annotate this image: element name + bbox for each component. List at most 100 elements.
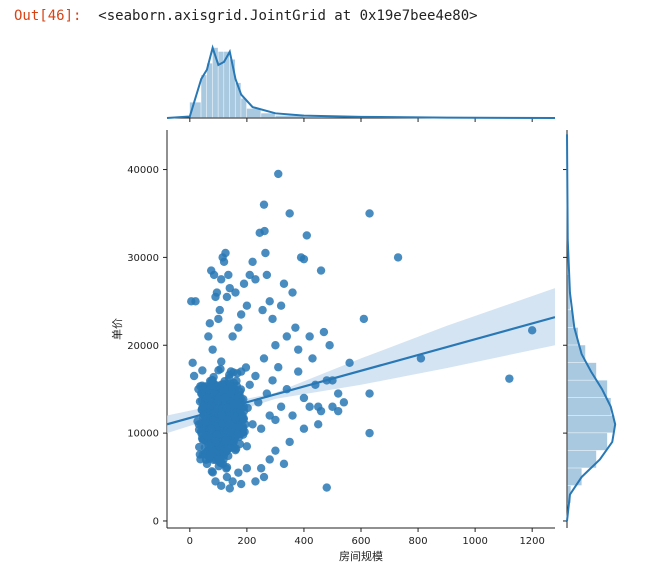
scatter-point — [262, 270, 272, 280]
scatter-point — [228, 332, 237, 341]
scatter-point — [234, 323, 243, 332]
marginal-y-bar — [567, 468, 582, 486]
scatter-point — [302, 231, 311, 240]
scatter-point — [268, 314, 277, 324]
scatter-point — [208, 345, 217, 354]
marginal-x-bar — [275, 115, 304, 118]
output-line: Out[46]: <seaborn.axisgrid.JointGrid at … — [14, 8, 478, 24]
scatter-point — [235, 439, 245, 449]
scatter-point — [198, 450, 208, 459]
scatter-point — [236, 385, 246, 394]
scatter-point — [294, 345, 303, 354]
marginal-y-bar — [567, 485, 571, 503]
scatter-point — [258, 305, 267, 315]
scatter-point — [259, 472, 269, 482]
scatter-point — [251, 371, 260, 381]
scatter-point — [221, 435, 231, 445]
scatter-point — [305, 332, 314, 341]
scatter-point — [225, 389, 235, 398]
x-axis-title: 房间规模 — [339, 549, 383, 563]
scatter-point — [259, 200, 269, 209]
scatter-point — [265, 455, 274, 464]
x-tick-label: 200 — [237, 536, 256, 547]
scatter-point — [279, 279, 289, 288]
y-tick-label: 20000 — [127, 341, 159, 352]
scatter-point — [222, 446, 232, 455]
scatter-point — [189, 371, 199, 381]
scatter-point — [211, 437, 220, 447]
scatter-point — [202, 393, 212, 403]
scatter-point — [314, 420, 323, 429]
scatter-point — [202, 431, 211, 440]
scatter-point — [339, 398, 349, 407]
scatter-points-group — [187, 169, 537, 493]
scatter-point — [259, 354, 269, 363]
y-tick-label: 10000 — [127, 429, 159, 440]
marginal-x-bar — [224, 51, 230, 119]
scatter-point — [236, 310, 246, 319]
scatter-point — [299, 424, 309, 433]
scatter-point — [224, 373, 234, 383]
scatter-point — [359, 314, 369, 324]
scatter-point — [256, 464, 266, 473]
regression-line — [167, 316, 555, 426]
scatter-point — [198, 402, 207, 411]
scatter-point — [285, 437, 294, 447]
marginal-x-bar — [201, 75, 207, 118]
scatter-point — [365, 209, 374, 218]
scatter-point — [248, 257, 257, 266]
scatter-point — [222, 472, 232, 482]
marginal-y-bar — [567, 433, 608, 451]
scatter-point — [242, 464, 252, 473]
scatter-point — [505, 374, 514, 383]
scatter-point — [221, 248, 230, 258]
scatter-point — [217, 275, 226, 284]
plot-area — [167, 169, 555, 493]
scatter-point — [316, 266, 326, 275]
scatter-point — [214, 455, 223, 464]
scatter-point — [299, 254, 309, 264]
marginal-y-kde — [566, 134, 617, 522]
scatter-point — [265, 297, 274, 306]
scatter-point — [217, 357, 226, 366]
scatter-point — [248, 420, 257, 429]
scatter-point — [271, 446, 280, 455]
scatter-point — [251, 275, 260, 284]
scatter-point — [268, 376, 277, 385]
scatter-point — [226, 382, 236, 391]
scatter-point — [276, 301, 286, 310]
scatter-point — [365, 428, 374, 438]
scatter-point — [288, 288, 297, 297]
scatter-point — [319, 327, 329, 337]
y-tick-label: 0 — [153, 516, 159, 527]
marginal-x-bar — [246, 108, 261, 118]
scatter-point — [271, 341, 280, 350]
scatter-point — [251, 477, 260, 486]
scatter-point — [393, 253, 403, 262]
scatter-point — [225, 283, 234, 293]
scatter-point — [208, 376, 217, 385]
scatter-point — [234, 468, 243, 477]
scatter-point — [236, 367, 246, 376]
scatter-point — [256, 424, 266, 433]
scatter-point — [365, 389, 374, 398]
scatter-point — [261, 248, 270, 258]
scatter-point — [240, 427, 249, 436]
scatter-point — [274, 363, 283, 372]
scatter-point — [197, 389, 206, 398]
scatter-point — [217, 481, 226, 491]
scatter-point — [291, 323, 300, 332]
scatter-point — [271, 415, 280, 425]
scatter-point — [231, 433, 240, 442]
marginal-x-bar — [212, 47, 218, 118]
scatter-point — [212, 288, 222, 297]
scatter-point — [225, 484, 234, 493]
marginal-x-bar — [261, 113, 275, 118]
output-prompt: Out[46]: — [14, 8, 82, 24]
scatter-point — [234, 393, 243, 403]
y-axis-title: 单价 — [111, 318, 124, 340]
scatter-point — [345, 358, 354, 368]
scatter-point — [239, 279, 249, 288]
scatter-point — [282, 332, 292, 341]
scatter-point — [231, 288, 240, 297]
